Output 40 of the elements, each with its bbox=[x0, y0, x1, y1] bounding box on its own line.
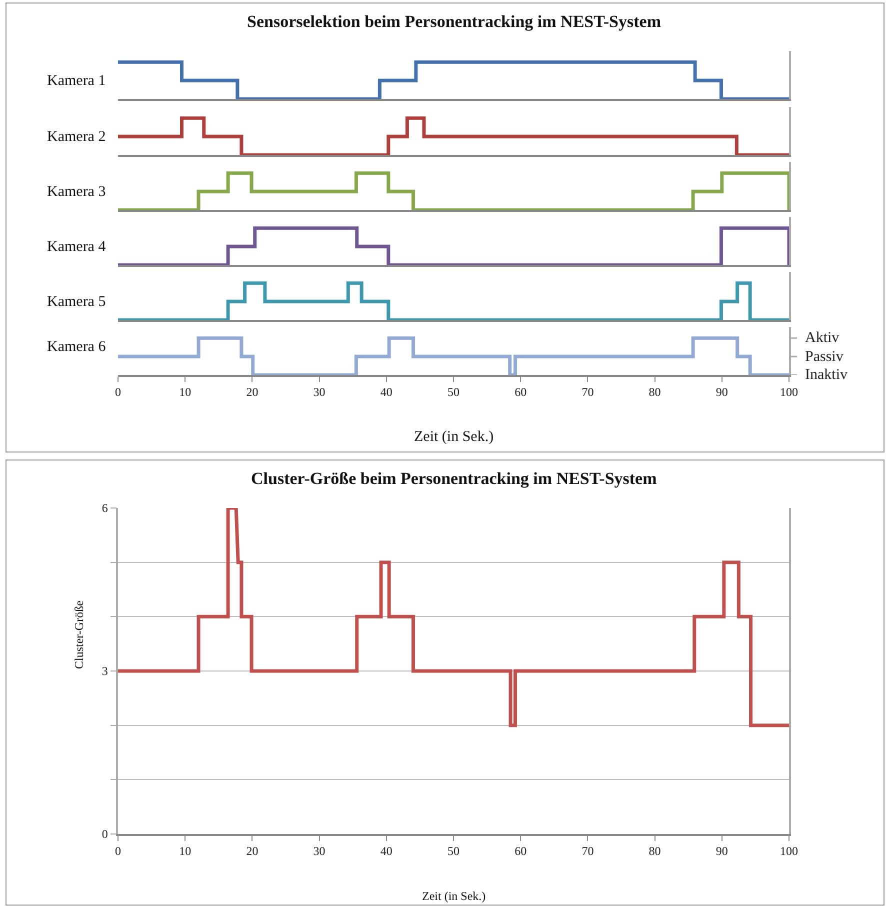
x-tick-label: 10 bbox=[179, 385, 192, 400]
y-tick-label: 6 bbox=[102, 501, 108, 516]
chart-title: Cluster-Größe beim Personentracking im NEST-System bbox=[251, 469, 657, 488]
x-tick-label: 0 bbox=[115, 844, 121, 858]
x-tick-label: 80 bbox=[648, 844, 661, 858]
y-axis-title: Kamera 4 bbox=[47, 239, 106, 255]
y-axis-title: Cluster-Größe bbox=[72, 600, 86, 669]
x-axis-title: Zeit (in Sek.) bbox=[414, 429, 494, 445]
y-axis-title: Kamera 1 bbox=[47, 73, 106, 89]
x-tick-label: 90 bbox=[716, 385, 728, 400]
x-tick-label: 60 bbox=[514, 385, 527, 400]
line-series bbox=[118, 508, 789, 728]
text: Passiv bbox=[805, 349, 844, 365]
x-tick-label: 10 bbox=[179, 844, 192, 858]
x-tick-label: 20 bbox=[246, 844, 258, 858]
x-tick-label: 80 bbox=[648, 385, 661, 400]
y-tick-label: 3 bbox=[102, 664, 108, 678]
x-tick-label: 70 bbox=[582, 385, 594, 400]
x-tick-label: 30 bbox=[313, 385, 326, 400]
x-tick-label: 40 bbox=[380, 844, 392, 858]
x-tick-label: 50 bbox=[448, 385, 460, 400]
x-tick-label: 20 bbox=[246, 385, 258, 400]
chart-title: Sensorselektion beim Personentracking im NEST-System bbox=[247, 12, 661, 31]
x-tick-label: 70 bbox=[582, 844, 594, 858]
x-tick-label: 50 bbox=[448, 844, 460, 858]
text: Inaktiv bbox=[805, 367, 848, 383]
x-axis-title: Zeit (in Sek.) bbox=[422, 889, 486, 903]
y-axis-title: Kamera 2 bbox=[47, 129, 106, 145]
y-axis-title: Kamera 3 bbox=[47, 184, 106, 200]
x-tick-label: 40 bbox=[380, 385, 392, 400]
x-tick-label: 0 bbox=[115, 385, 121, 400]
y-axis-title: Kamera 5 bbox=[47, 294, 106, 310]
y-tick-label: 0 bbox=[102, 827, 108, 842]
x-tick-label: 90 bbox=[716, 844, 728, 858]
x-tick-label: 100 bbox=[780, 844, 798, 858]
x-tick-label: 100 bbox=[780, 385, 798, 400]
x-tick-label: 30 bbox=[313, 844, 326, 858]
y-axis-title: Kamera 6 bbox=[47, 339, 106, 355]
text: Aktiv bbox=[805, 330, 840, 346]
x-tick-label: 60 bbox=[514, 844, 527, 858]
